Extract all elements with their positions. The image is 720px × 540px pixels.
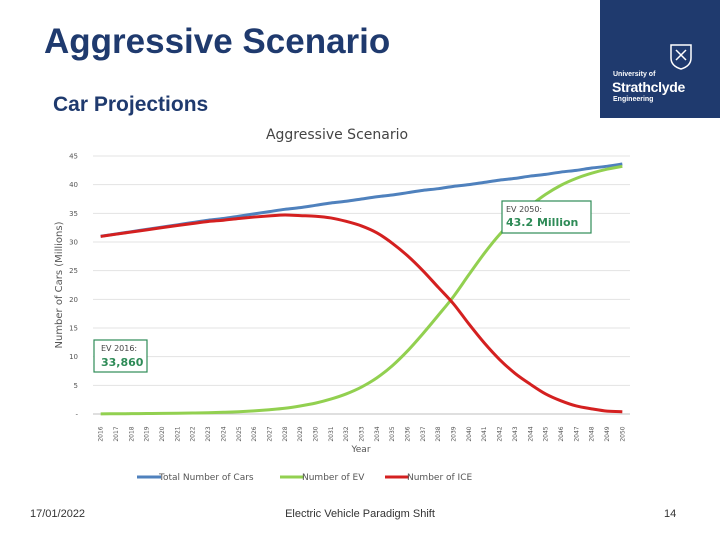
annotation-ev-2016: EV 2016: 33,860	[93, 339, 148, 373]
slide-subtitle: Car Projections	[53, 93, 209, 116]
x-tick-label: 2036	[405, 426, 412, 441]
legend-label: Total Number of Cars	[158, 473, 254, 483]
x-tick-label: 2043	[512, 426, 519, 441]
y-tick-label: 30	[69, 239, 78, 247]
x-tick-label: 2041	[481, 426, 488, 441]
legend-label: Number of EV	[302, 473, 365, 483]
x-tick-label: 2027	[266, 426, 273, 441]
annotation-ev-2016-value: 33,860	[101, 356, 144, 369]
footer-center: Electric Vehicle Paradigm Shift	[285, 508, 435, 520]
y-tick-label: 40	[69, 181, 78, 189]
annotation-ev-2050-label: EV 2050:	[506, 205, 542, 214]
x-tick-label: 2045	[543, 426, 550, 441]
x-tick-label: 2017	[113, 426, 120, 441]
crest-icon	[670, 44, 692, 70]
y-tick-label: 10	[69, 353, 78, 361]
x-tick-label: 2024	[220, 426, 227, 441]
page-number: 14	[664, 508, 677, 520]
x-tick-label: 2031	[328, 426, 335, 441]
x-tick-label: 2042	[497, 426, 504, 441]
x-tick-label: 2028	[282, 426, 289, 441]
x-tick-label: 2022	[190, 426, 197, 441]
x-tick-label: 2050	[619, 426, 626, 441]
y-tick-label: -	[75, 411, 78, 419]
annotation-ev-2050: EV 2050: 43.2 Million	[501, 200, 592, 234]
y-axis: - 5 10 15 20 25 30 35 40 45	[69, 153, 78, 419]
footer-date: 17/01/2022	[30, 508, 86, 520]
logo-line-2: Strathclyde	[612, 79, 685, 95]
legend: Total Number of Cars Number of EV Number o…	[137, 473, 472, 483]
x-axis: 2016 2017 2018 2019 2020 2021 2022 2023 2024 2025…	[98, 426, 627, 441]
y-tick-label: 5	[74, 382, 78, 390]
x-tick-label: 2046	[558, 426, 565, 441]
x-tick-label: 2026	[251, 426, 258, 441]
x-tick-label: 2029	[297, 426, 304, 441]
annotation-ev-2050-value: 43.2 Million	[506, 216, 578, 229]
x-tick-label: 2034	[374, 426, 381, 441]
x-axis-label: Year	[350, 445, 370, 455]
y-axis-label: Number of Cars (Millions)	[54, 221, 65, 348]
x-tick-label: 2016	[98, 426, 105, 441]
legend-label: Number of ICE	[407, 473, 472, 483]
x-tick-label: 2023	[205, 426, 212, 441]
y-tick-label: 35	[69, 210, 78, 218]
slide-title: Aggressive Scenario	[44, 22, 391, 61]
x-tick-label: 2025	[236, 426, 243, 441]
x-tick-label: 2039	[451, 426, 458, 441]
university-logo: University of Strathclyde Engineering	[600, 0, 720, 118]
x-tick-label: 2032	[343, 426, 350, 441]
x-tick-label: 2030	[312, 426, 319, 441]
grid	[93, 155, 630, 386]
x-tick-label: 2037	[420, 426, 427, 441]
x-tick-label: 2021	[174, 426, 181, 441]
x-tick-label: 2019	[144, 426, 151, 441]
y-tick-label: 15	[69, 325, 78, 333]
x-tick-label: 2038	[435, 426, 442, 441]
series-line-2	[100, 213, 623, 414]
annotation-ev-2016-label: EV 2016:	[101, 344, 137, 353]
x-tick-label: 2020	[159, 426, 166, 441]
x-tick-label: 2047	[573, 426, 580, 441]
logo-line-1: University of	[613, 71, 656, 78]
x-tick-label: 2044	[527, 426, 534, 441]
x-tick-label: 2040	[466, 426, 473, 441]
chart-title: Aggressive Scenario	[266, 127, 408, 143]
logo-line-3: Engineering	[613, 96, 654, 103]
x-tick-label: 2033	[359, 426, 366, 441]
y-tick-label: 20	[69, 296, 78, 304]
y-tick-label: 25	[69, 267, 78, 275]
x-tick-label: 2049	[604, 426, 611, 441]
y-tick-label: 45	[69, 153, 78, 161]
x-tick-label: 2035	[389, 426, 396, 441]
x-tick-label: 2018	[128, 426, 135, 441]
x-tick-label: 2048	[589, 426, 596, 441]
